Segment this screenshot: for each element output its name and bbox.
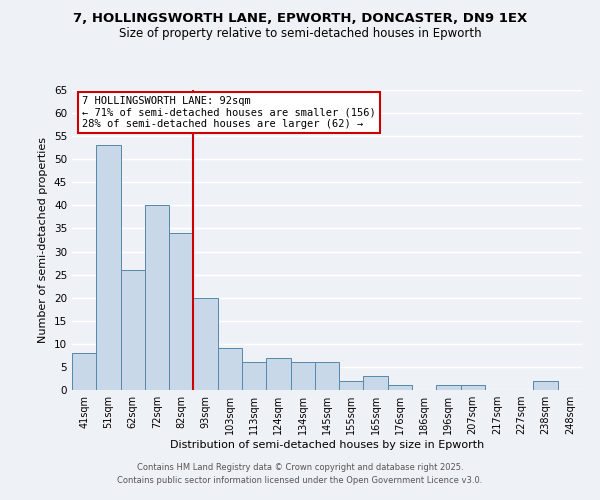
Bar — [315, 362, 339, 390]
Bar — [72, 353, 96, 390]
Bar — [388, 386, 412, 390]
Bar — [266, 358, 290, 390]
Bar — [218, 348, 242, 390]
Bar — [242, 362, 266, 390]
Bar — [96, 146, 121, 390]
Y-axis label: Number of semi-detached properties: Number of semi-detached properties — [38, 137, 49, 343]
Bar — [339, 381, 364, 390]
Bar — [290, 362, 315, 390]
Bar — [461, 386, 485, 390]
Bar — [169, 233, 193, 390]
Bar — [145, 206, 169, 390]
Text: Contains HM Land Registry data © Crown copyright and database right 2025.: Contains HM Land Registry data © Crown c… — [137, 464, 463, 472]
Bar — [436, 386, 461, 390]
X-axis label: Distribution of semi-detached houses by size in Epworth: Distribution of semi-detached houses by … — [170, 440, 484, 450]
Bar — [533, 381, 558, 390]
Text: Size of property relative to semi-detached houses in Epworth: Size of property relative to semi-detach… — [119, 28, 481, 40]
Text: 7 HOLLINGSWORTH LANE: 92sqm
← 71% of semi-detached houses are smaller (156)
28% : 7 HOLLINGSWORTH LANE: 92sqm ← 71% of sem… — [82, 96, 376, 129]
Text: 7, HOLLINGSWORTH LANE, EPWORTH, DONCASTER, DN9 1EX: 7, HOLLINGSWORTH LANE, EPWORTH, DONCASTE… — [73, 12, 527, 26]
Bar — [121, 270, 145, 390]
Bar — [193, 298, 218, 390]
Bar — [364, 376, 388, 390]
Text: Contains public sector information licensed under the Open Government Licence v3: Contains public sector information licen… — [118, 476, 482, 485]
